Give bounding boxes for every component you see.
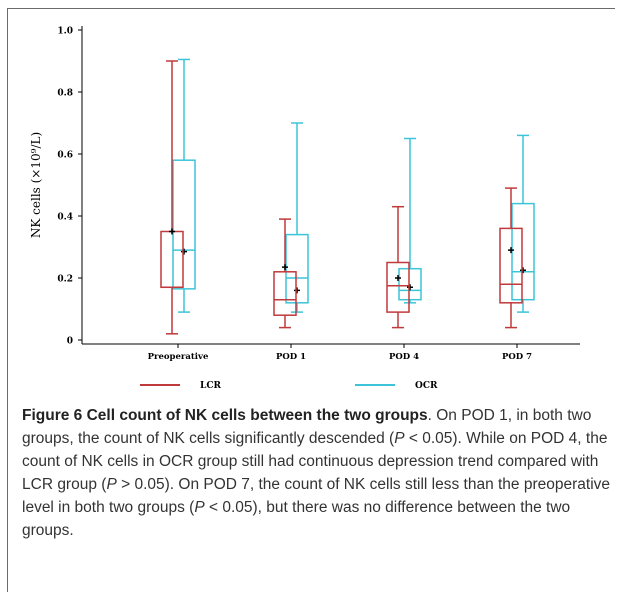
caption-text-1: . On POD 1, in both two groups, the coun… bbox=[22, 407, 592, 447]
box-mean-marker bbox=[181, 248, 187, 255]
box-mean-marker bbox=[407, 284, 413, 291]
y-tick-label: 0 bbox=[67, 337, 73, 347]
y-tick-label: 0.6 bbox=[57, 151, 73, 161]
caption-text-2: < 0.05). While on POD 4, the count of NK… bbox=[22, 430, 608, 493]
box-mean-marker bbox=[395, 275, 401, 281]
y-axis-label: NK cells (×10⁹/L) bbox=[29, 132, 43, 238]
box-mean-marker bbox=[520, 267, 526, 274]
box-iqr bbox=[285, 233, 309, 304]
caption-title: Figure 6 Cell count of NK cells between … bbox=[22, 407, 428, 424]
y-tick-label: 1.0 bbox=[57, 27, 73, 37]
box-iqr bbox=[273, 271, 297, 316]
y-tick-label: 0.4 bbox=[57, 213, 73, 223]
y-tick-label: 0.8 bbox=[57, 89, 73, 99]
box-iqr bbox=[172, 159, 196, 290]
x-tick-label: POD 7 bbox=[502, 352, 532, 362]
caption-p-symbol: P bbox=[194, 499, 205, 516]
caption-text-4: < 0.05), but there was no difference bet… bbox=[22, 499, 571, 539]
figure-caption: Figure 6 Cell count of NK cells between … bbox=[22, 404, 612, 542]
figure-frame-top bbox=[7, 8, 615, 9]
x-tick-label: POD 1 bbox=[276, 352, 306, 362]
box-mean-marker bbox=[282, 264, 288, 271]
box-iqr bbox=[386, 261, 410, 313]
legend-label: LCR bbox=[200, 381, 221, 391]
caption-p-symbol: P bbox=[394, 430, 405, 447]
y-tick-label: 0.2 bbox=[57, 275, 73, 285]
figure-frame-left bbox=[7, 8, 8, 592]
box-mean-marker bbox=[508, 247, 514, 254]
box-iqr bbox=[398, 267, 422, 301]
box-iqr bbox=[160, 230, 184, 289]
caption-text-3: > 0.05). On POD 7, the count of NK cells… bbox=[22, 476, 611, 516]
box-plot-chart: 0 0.2 0.4 0.6 0.8 1.0 NK cells (×10⁹/L) Preoper… bbox=[29, 26, 580, 391]
legend-label: OCR bbox=[415, 381, 438, 391]
x-tick-label: Preoperative bbox=[148, 352, 209, 362]
box-mean-marker bbox=[294, 287, 300, 294]
box-iqr bbox=[499, 227, 523, 304]
box-mean-marker bbox=[169, 228, 175, 235]
box-iqr bbox=[511, 202, 535, 301]
x-tick-label: POD 4 bbox=[389, 352, 419, 362]
caption-p-symbol: P bbox=[106, 476, 117, 493]
